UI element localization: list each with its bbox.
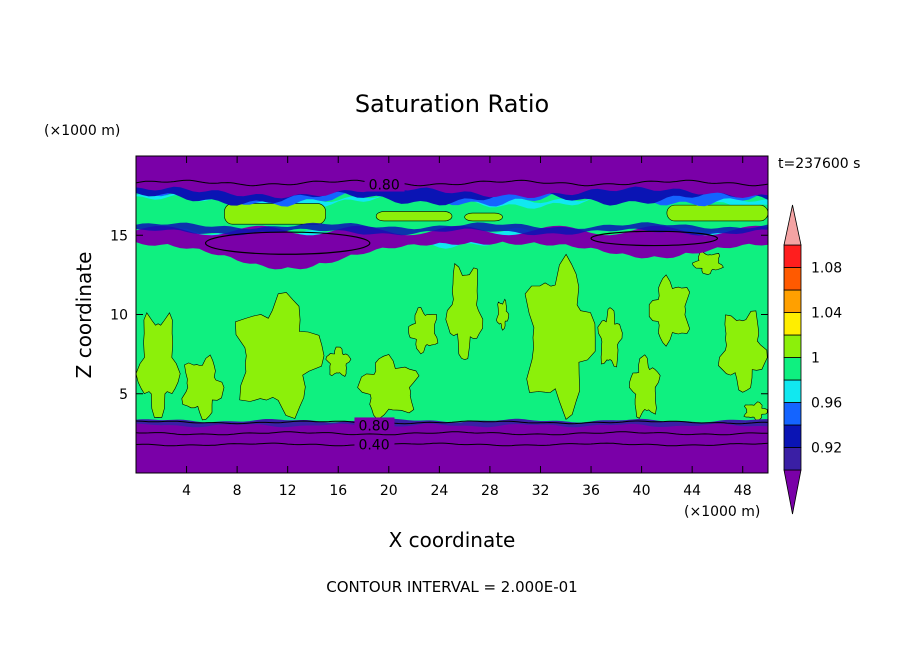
lime-patch bbox=[181, 354, 225, 421]
y-tick-label: 10 bbox=[110, 308, 128, 324]
lime-patch-upper bbox=[464, 212, 503, 222]
lime-patch bbox=[597, 307, 623, 368]
colorbar-box bbox=[783, 334, 802, 358]
contour-line bbox=[136, 420, 768, 425]
x-tick-label: 28 bbox=[481, 483, 499, 499]
lime-patch bbox=[524, 253, 596, 420]
colorbar-box bbox=[783, 244, 802, 268]
chart-title: Saturation Ratio bbox=[355, 90, 549, 118]
y-tick-label: 15 bbox=[110, 228, 128, 244]
contour-lines bbox=[136, 179, 768, 447]
x-tick-label: 4 bbox=[182, 483, 191, 499]
lime-patch bbox=[235, 292, 325, 419]
contour-label-bg bbox=[354, 436, 395, 452]
contour-line bbox=[136, 431, 768, 436]
contour-loop bbox=[590, 230, 719, 247]
contour-labels: 0.80 0.80 0.40 bbox=[354, 176, 405, 453]
colorbar-box bbox=[783, 312, 802, 336]
colorbar-label: 1 bbox=[811, 351, 820, 367]
x-tick-label: 40 bbox=[633, 483, 651, 499]
contour-line bbox=[136, 442, 768, 447]
lime-patch bbox=[648, 274, 691, 347]
x-axis-unit: (×1000 m) bbox=[684, 504, 760, 520]
x-tick-label: 48 bbox=[734, 483, 752, 499]
y-axis-unit: (×1000 m) bbox=[44, 123, 120, 139]
lime-patch-upper bbox=[666, 204, 768, 222]
colorbar-box bbox=[783, 289, 802, 313]
band-top-purple bbox=[136, 156, 768, 199]
x-axis-label: X coordinate bbox=[389, 528, 516, 552]
lime-patch bbox=[743, 401, 768, 422]
colorbar: 0.92 0.96 1 1.04 1.08 bbox=[783, 204, 842, 515]
colorbar-box bbox=[783, 267, 802, 291]
colorbar-box bbox=[783, 447, 802, 471]
x-tick-label: 12 bbox=[279, 483, 297, 499]
contour-field bbox=[136, 156, 768, 473]
lime-patch bbox=[628, 354, 661, 419]
time-label: t=237600 s bbox=[778, 156, 860, 172]
contour-label-bg bbox=[364, 176, 405, 192]
band-upper-purple bbox=[136, 225, 768, 270]
y-axis-label: Z coordinate bbox=[72, 252, 96, 379]
colorbar-label: 1.04 bbox=[811, 306, 842, 322]
contour-label: 0.80 bbox=[369, 178, 400, 194]
colorbar-box bbox=[783, 379, 802, 403]
contour-label: 0.40 bbox=[358, 437, 389, 453]
lime-patch-upper bbox=[224, 203, 326, 225]
lime-patch bbox=[325, 346, 352, 377]
colorbar-high-arrow bbox=[783, 204, 802, 246]
colorbar-label: 0.92 bbox=[811, 441, 842, 457]
x-tick-label: 32 bbox=[532, 483, 550, 499]
lime-patch bbox=[717, 310, 768, 393]
band-upper-navy bbox=[136, 222, 768, 236]
contour-loop bbox=[204, 231, 371, 255]
lime-patch bbox=[496, 298, 510, 331]
x-tick-label: 36 bbox=[582, 483, 600, 499]
x-tick-label: 24 bbox=[430, 483, 448, 499]
colorbar-box bbox=[783, 424, 802, 448]
y-tick-label: 5 bbox=[119, 387, 128, 403]
colorbar-box bbox=[783, 357, 802, 381]
band-low-purple bbox=[136, 423, 768, 473]
lime-patch bbox=[445, 263, 484, 360]
colorbar-label: 0.96 bbox=[811, 396, 842, 412]
colorbar-label: 1.08 bbox=[811, 261, 842, 277]
lime-patch bbox=[408, 307, 439, 355]
contour-label-bg bbox=[354, 417, 395, 433]
contour-label: 0.80 bbox=[358, 418, 389, 434]
colorbar-box bbox=[783, 402, 802, 426]
colorbar-low-arrow bbox=[783, 469, 802, 515]
x-tick-label: 20 bbox=[380, 483, 398, 499]
lime-patch bbox=[357, 354, 420, 421]
x-tick-label: 44 bbox=[683, 483, 701, 499]
lime-patch bbox=[136, 312, 181, 418]
contour-interval-footer: CONTOUR INTERVAL = 2.000E-01 bbox=[326, 578, 577, 596]
lime-patch bbox=[692, 251, 724, 275]
x-tick-label: 8 bbox=[233, 483, 242, 499]
contour-line bbox=[136, 179, 768, 187]
x-tick-label: 16 bbox=[329, 483, 347, 499]
lime-patch-upper bbox=[375, 211, 453, 222]
